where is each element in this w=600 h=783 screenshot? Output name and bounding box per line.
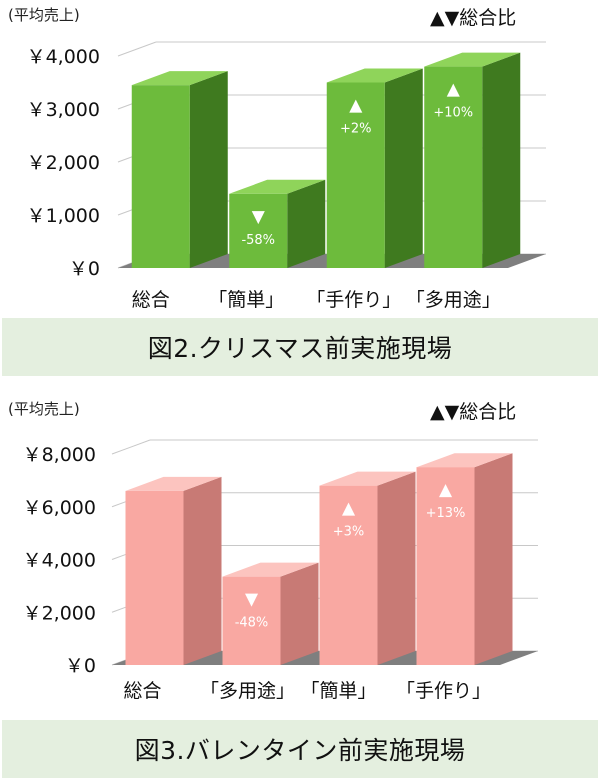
y-tick-label: ￥2,000 <box>27 152 100 174</box>
bar <box>131 85 190 269</box>
bar-data-label: +10% <box>433 106 473 121</box>
chart-panel-christmas: (平均売上) ▲▼総合比 ￥0 ￥1,000 ￥2,000 ￥3,000 ￥4,000 総… <box>0 0 600 380</box>
bar <box>424 66 483 268</box>
x-tick-label: 総合 <box>132 289 170 311</box>
x-tick-label: 「簡単」 <box>300 680 376 702</box>
gridline-diagonal <box>111 439 151 455</box>
bar-side <box>189 71 228 269</box>
y-tick-label: ￥4,000 <box>27 46 100 68</box>
bar-top <box>222 562 319 577</box>
y-axis-title: (平均売上) <box>8 400 80 418</box>
bar-annotation-mark: ▲ <box>349 96 363 116</box>
bar-side <box>474 453 513 665</box>
y-axis-title: (平均売上) <box>8 6 80 24</box>
y-tick-label: ￥2,000 <box>23 602 96 624</box>
y-tick-label: ￥0 <box>69 258 100 280</box>
bar <box>125 490 184 665</box>
x-tick-label: 「多用途」 <box>406 289 501 311</box>
bar-top <box>424 52 521 67</box>
bar-annotation-mark: ▼ <box>245 590 259 610</box>
x-tick-label: 「手作り」 <box>396 680 491 702</box>
bar-data-label: +2% <box>340 122 372 137</box>
bar-side <box>287 179 326 268</box>
bar-annotation-mark: ▲ <box>342 499 356 519</box>
x-tick-label: 「手作り」 <box>306 289 401 311</box>
bar <box>416 467 475 665</box>
legend-note: ▲▼総合比 <box>430 7 517 29</box>
bar-data-label: -48% <box>235 616 269 631</box>
bar-side <box>183 476 222 665</box>
bar-annotation-mark: ▲ <box>447 80 461 100</box>
x-tick-label: 「簡単」 <box>208 289 284 311</box>
chart-panel-valentine: (平均売上) ▲▼総合比 ￥0 ￥2,000 ￥4,000 ￥6,000 ￥8,000 総… <box>0 392 600 783</box>
bar-annotation-mark: ▼ <box>252 207 266 227</box>
bar <box>319 485 378 665</box>
bar-side <box>482 52 521 268</box>
y-tick-label: ￥3,000 <box>27 99 100 121</box>
x-tick-label: 「多用途」 <box>200 680 295 702</box>
bar-top <box>131 71 228 86</box>
y-tick-label: ￥8,000 <box>23 444 96 466</box>
bar-top <box>125 476 222 491</box>
gridline-diagonal <box>117 41 157 57</box>
bar-data-label: -58% <box>241 233 275 248</box>
bar-top <box>229 179 326 194</box>
bar-data-label: +13% <box>426 506 466 521</box>
x-tick-label: 総合 <box>123 680 161 702</box>
bar <box>229 193 288 268</box>
bar-chart-christmas: ￥0 ￥1,000 ￥2,000 ￥3,000 ￥4,000 総合 ▼ -58% 「簡単」 ▲ +2… <box>27 41 546 311</box>
bar-side <box>280 562 319 665</box>
bar <box>326 82 385 268</box>
bar-data-label: +3% <box>333 525 365 540</box>
bar-side <box>384 68 423 268</box>
bar-top <box>416 453 513 468</box>
figure-caption: 図2.クリスマス前実施現場 <box>2 318 598 376</box>
y-tick-label: ￥1,000 <box>27 205 100 227</box>
bar-top <box>326 68 423 83</box>
bar-annotation-mark: ▲ <box>439 480 453 500</box>
bar-chart-valentine: ￥0 ￥2,000 ￥4,000 ￥6,000 ￥8,000 総合 ▼ -48% 「多用途」 ▲ +… <box>23 439 538 702</box>
bar-top <box>319 471 416 486</box>
y-tick-label: ￥6,000 <box>23 497 96 519</box>
legend-note: ▲▼総合比 <box>430 401 517 423</box>
bar <box>222 576 281 665</box>
figure-caption: 図3.バレンタイン前実施現場 <box>2 720 598 778</box>
bar-side <box>377 471 416 665</box>
y-tick-label: ￥0 <box>65 655 96 677</box>
y-tick-label: ￥4,000 <box>23 550 96 572</box>
